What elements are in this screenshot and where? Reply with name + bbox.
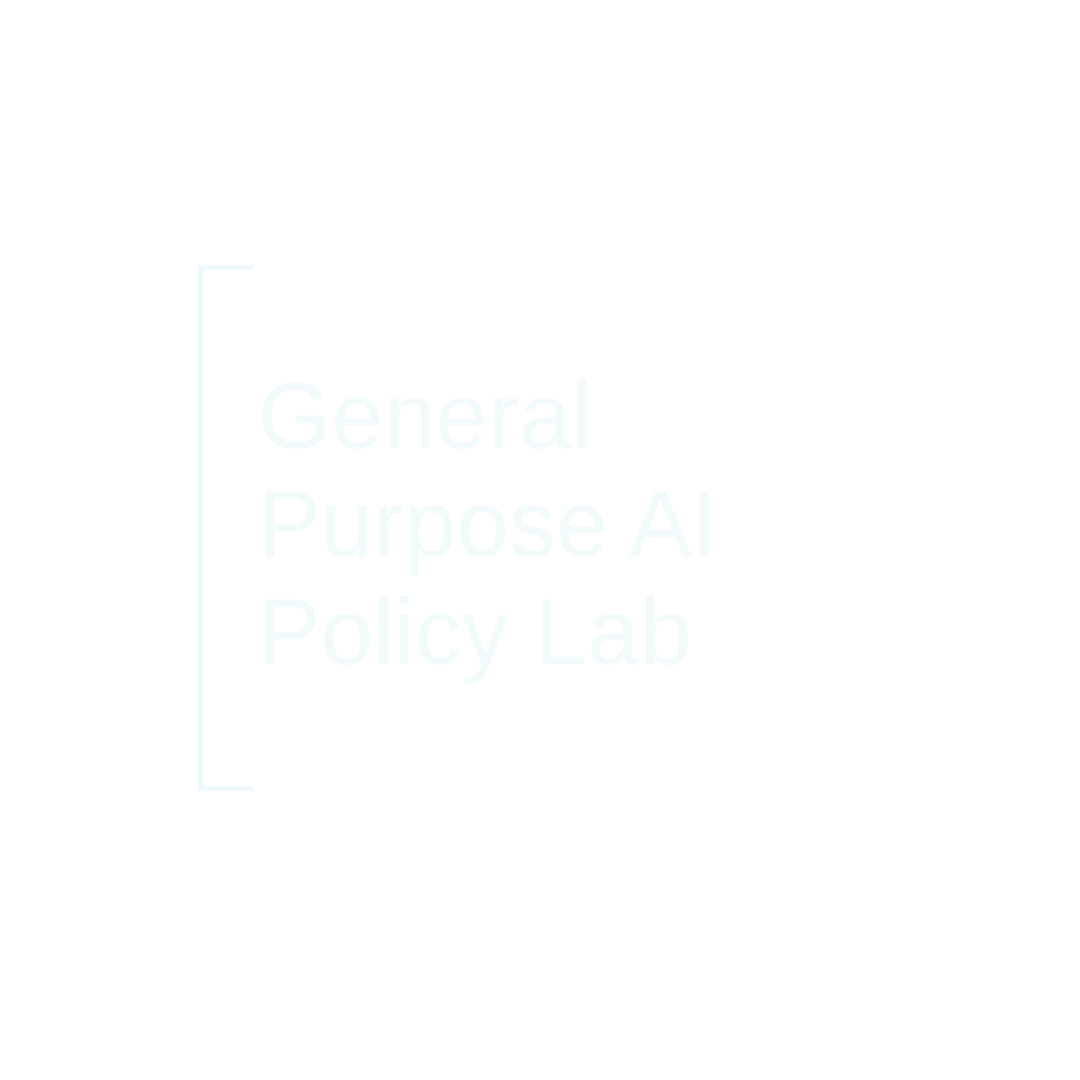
wordmark-line-3: Policy Lab <box>258 579 692 684</box>
bracket-bottom-arm <box>198 786 254 791</box>
bracket-vertical-bar <box>198 265 203 791</box>
wordmark-line-1: General <box>258 363 593 468</box>
bracket-mark <box>198 265 254 791</box>
bracket-top-arm <box>198 265 254 270</box>
logo-wordmark: General Purpose AI Policy Lab <box>258 362 718 686</box>
wordmark-line-2: Purpose AI <box>258 471 718 576</box>
